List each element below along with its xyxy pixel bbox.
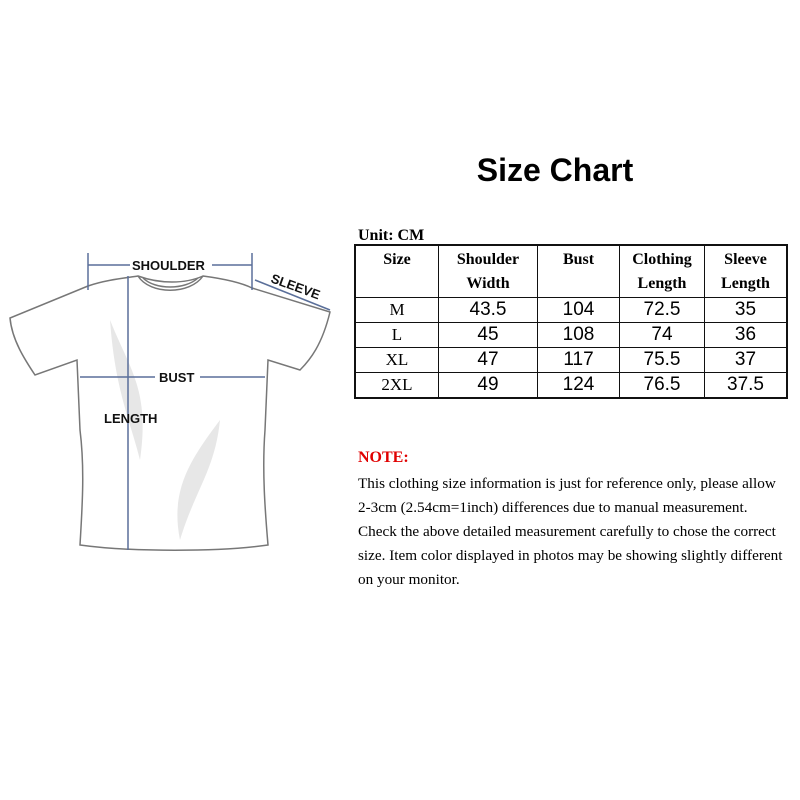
header-sleeve-length: Sleeve Length xyxy=(704,244,788,298)
table-row: L 45 108 74 36 xyxy=(354,322,788,348)
cell-bust: 117 xyxy=(537,347,620,373)
cell-shoulder: 45 xyxy=(438,322,538,348)
page-title: Size Chart xyxy=(476,152,634,188)
cell-sleeve: 36 xyxy=(704,322,788,348)
cell-bust: 124 xyxy=(537,372,620,399)
cell-length: 75.5 xyxy=(619,347,705,373)
header-shoulder-width: Shoulder Width xyxy=(438,244,538,298)
header-bust: Bust xyxy=(537,244,620,298)
header-size: Size xyxy=(354,244,439,298)
cell-size: L xyxy=(354,322,439,348)
unit-label: Unit: CM xyxy=(358,227,425,244)
note-title: NOTE: xyxy=(358,449,409,466)
cell-length: 76.5 xyxy=(619,372,705,399)
cell-bust: 108 xyxy=(537,322,620,348)
size-table: Size Shoulder Width Bust Clothing Length S… xyxy=(354,244,788,399)
cell-sleeve: 37 xyxy=(704,347,788,373)
table-row: XL 47 117 75.5 37 xyxy=(354,347,788,373)
cell-sleeve: 37.5 xyxy=(704,372,788,399)
cell-bust: 104 xyxy=(537,297,620,323)
cell-size: XL xyxy=(354,347,439,373)
cell-shoulder: 43.5 xyxy=(438,297,538,323)
cell-length: 74 xyxy=(619,322,705,348)
bust-label: BUST xyxy=(159,370,194,385)
shoulder-label: SHOULDER xyxy=(132,258,206,273)
header-clothing-length: Clothing Length xyxy=(619,244,705,298)
tshirt-diagram: SHOULDER SLEEVE BUST LENGTH xyxy=(9,253,331,551)
cell-shoulder: 47 xyxy=(438,347,538,373)
note-text: This clothing size information is just f… xyxy=(358,475,783,588)
cell-shoulder: 49 xyxy=(438,372,538,399)
length-label: LENGTH xyxy=(104,411,157,426)
tshirt-outline-icon xyxy=(9,275,331,551)
cell-size: M xyxy=(354,297,439,323)
table-header-row: Size Shoulder Width Bust Clothing Length S… xyxy=(354,244,788,298)
cell-size: 2XL xyxy=(354,372,439,399)
cell-sleeve: 35 xyxy=(704,297,788,323)
cell-length: 72.5 xyxy=(619,297,705,323)
table-row: 2XL 49 124 76.5 37.5 xyxy=(354,372,788,399)
table-row: M 43.5 104 72.5 35 xyxy=(354,297,788,323)
